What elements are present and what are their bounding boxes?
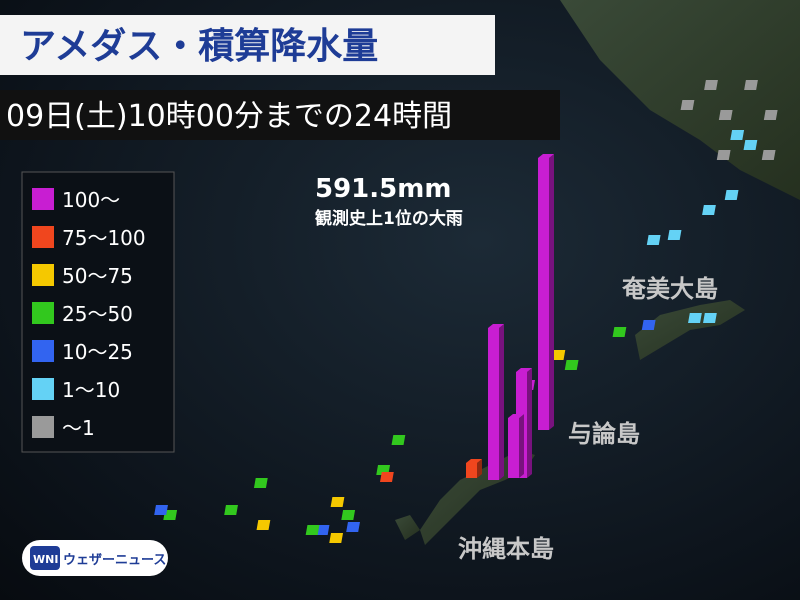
title: アメダス・積算降水量 <box>20 26 378 67</box>
bar-top <box>466 459 482 463</box>
station-bars <box>466 154 554 480</box>
station-marker <box>163 510 178 520</box>
station-marker <box>730 130 745 140</box>
station-marker <box>346 522 360 532</box>
legend-swatch <box>32 226 54 248</box>
station-marker <box>680 100 695 110</box>
bar-side <box>499 324 504 480</box>
okinawa-land <box>420 450 535 545</box>
annotation-note: 観測史上1位の大雨 <box>315 208 463 229</box>
station-marker <box>743 140 758 150</box>
station-marker <box>704 80 718 90</box>
legend-label: 100～ <box>62 188 120 212</box>
bar-front <box>538 158 549 430</box>
legend-label: 25～50 <box>62 302 133 326</box>
bar-side <box>519 414 524 478</box>
okinawa-south <box>395 515 420 540</box>
station-marker <box>380 472 394 482</box>
station-marker <box>315 525 330 535</box>
logo-mark: WNI <box>33 553 58 566</box>
station-marker <box>305 525 320 535</box>
station-marker <box>329 533 344 543</box>
place-label: 奄美大島 <box>621 275 718 303</box>
station-marker <box>564 360 579 370</box>
legend-label: 50～75 <box>62 264 133 288</box>
station-marker <box>702 205 716 215</box>
place-label: 与論島 <box>568 420 640 448</box>
bar-side <box>477 459 482 478</box>
station-marker <box>761 150 776 160</box>
station-marker <box>330 497 345 507</box>
station-marker <box>724 190 739 200</box>
subtitle-box <box>0 90 560 140</box>
bar-side <box>549 154 554 430</box>
bar-front <box>488 328 499 480</box>
bar-top <box>508 414 524 418</box>
station-marker <box>744 80 758 90</box>
station-marker <box>341 510 356 520</box>
logo-name: ウェザーニュース <box>63 553 166 568</box>
amami-land <box>635 300 745 360</box>
station-marker <box>703 313 717 323</box>
legend-swatch <box>32 416 54 438</box>
station-marker <box>716 150 731 160</box>
station-marker <box>641 320 656 330</box>
station-marker <box>256 520 271 530</box>
legend-swatch <box>32 188 54 210</box>
station-marker <box>551 350 566 360</box>
station-marker <box>612 327 627 337</box>
station-marker <box>718 110 733 120</box>
station-marker <box>667 230 682 240</box>
logo-mark-bg <box>30 546 60 570</box>
bar-side <box>527 368 532 478</box>
bar-front <box>466 463 477 478</box>
legend-label: ～1 <box>62 416 95 440</box>
annotation-value: 591.5mm <box>315 174 451 204</box>
station-marker <box>763 110 778 120</box>
place-label: 沖縄本島 <box>458 535 554 563</box>
station-marker <box>391 435 406 445</box>
legend-swatch <box>32 302 54 324</box>
subtitle: 09日(土)10時00分までの24時間 <box>6 99 452 134</box>
bar-front <box>508 418 519 478</box>
station-marker <box>224 505 238 515</box>
station-marker <box>688 313 702 323</box>
legend: 100～ 75～100 50～75 25～50 10～25 1～10 ～1 <box>32 188 146 440</box>
kyushu-land <box>560 0 800 200</box>
station-marker <box>154 505 168 515</box>
bar-top <box>516 368 532 372</box>
bar-top <box>488 324 504 328</box>
title-box <box>0 15 495 75</box>
bar-top <box>538 154 554 158</box>
legend-swatch <box>32 340 54 362</box>
station-marker <box>253 478 268 488</box>
station-marker <box>646 235 661 245</box>
legend-label: 10～25 <box>62 340 133 364</box>
legend-label: 1～10 <box>62 378 120 402</box>
legend-swatch <box>32 264 54 286</box>
station-markers <box>154 80 778 543</box>
legend-swatch <box>32 378 54 400</box>
legend-label: 75～100 <box>62 226 146 250</box>
